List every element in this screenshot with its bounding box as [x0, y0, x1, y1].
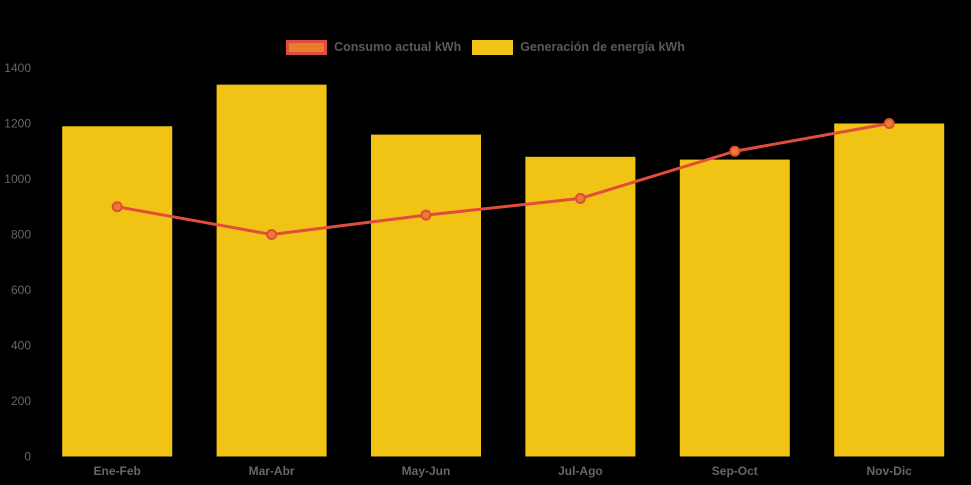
- x-axis-category-label: Ene-Feb: [94, 464, 141, 478]
- y-axis-tick-label: 200: [11, 394, 31, 408]
- y-axis-tick-label: 0: [24, 450, 31, 464]
- y-axis-tick-label: 600: [11, 283, 31, 297]
- consumo-legend-swatch-icon: [286, 40, 328, 55]
- generacion-bar: [834, 123, 945, 457]
- generacion-bar: [525, 156, 636, 457]
- x-axis-category-label: May-Jun: [402, 464, 451, 478]
- consumo-line-point: [420, 209, 432, 221]
- y-axis-tick-label: 1400: [4, 61, 31, 75]
- chart-legend: Consumo actual kWh Generación de energía…: [0, 40, 971, 55]
- consumo-line-point: [574, 192, 586, 204]
- y-axis-tick-label: 1000: [4, 172, 31, 186]
- generacion-bar: [371, 134, 481, 457]
- consumo-line-point: [883, 118, 895, 129]
- consumo-line-point: [729, 145, 741, 157]
- x-axis-category-label: Jul-Ago: [558, 464, 603, 478]
- x-axis-category-label: Sep-Oct: [712, 464, 758, 478]
- y-axis-tick-label: 1200: [4, 117, 31, 131]
- generacion-bar: [62, 126, 173, 457]
- generacion-bar: [679, 159, 790, 457]
- y-axis-tick-label: 800: [11, 228, 31, 242]
- y-axis-tick-label: 400: [11, 339, 31, 353]
- legend-label-consumo: Consumo actual kWh: [334, 40, 462, 54]
- generacion-legend-swatch-icon: [472, 40, 514, 55]
- legend-item-consumo[interactable]: Consumo actual kWh: [286, 40, 461, 55]
- consumo-line-point: [266, 229, 278, 240]
- consumo-line-point: [111, 201, 123, 213]
- legend-label-generacion: Generación de energía kWh: [520, 40, 685, 54]
- x-axis-category-label: Mar-Abr: [249, 464, 295, 478]
- consumo-line: [115, 122, 891, 236]
- x-axis-category-label: Nov-Dic: [867, 464, 913, 478]
- legend-item-generacion[interactable]: Generación de energía kWh: [472, 40, 685, 55]
- generacion-bar: [216, 84, 327, 457]
